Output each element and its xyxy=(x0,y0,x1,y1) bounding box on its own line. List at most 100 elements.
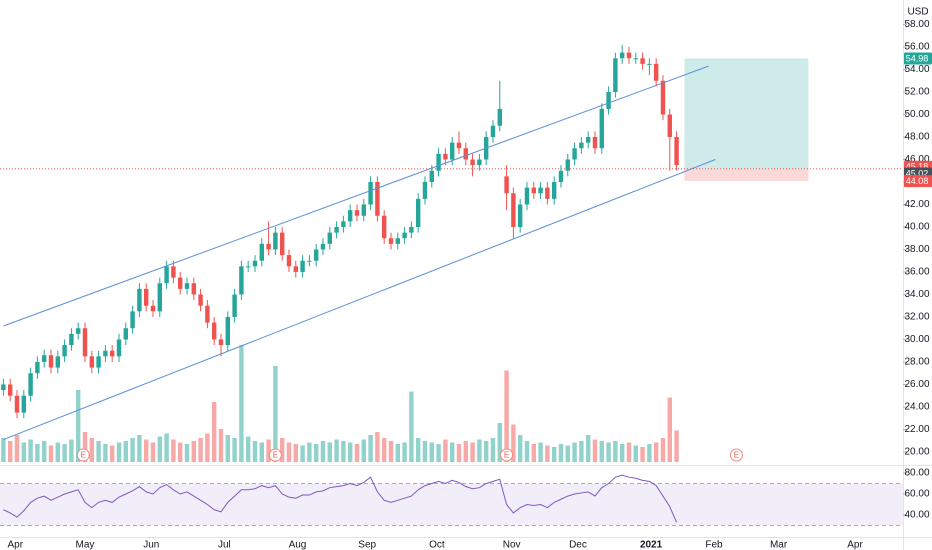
candle-body xyxy=(157,283,163,312)
candle-body xyxy=(531,187,536,194)
candle-body xyxy=(647,63,652,65)
candle-body xyxy=(341,221,346,227)
candle-body xyxy=(1,384,6,391)
volume-bar xyxy=(245,436,251,462)
candle-body xyxy=(103,350,108,357)
x-tick-label: Apr xyxy=(847,540,863,550)
volume-bar xyxy=(1,438,6,462)
y-tick-label: 30.00 xyxy=(904,334,929,345)
y-tick-label: 24.00 xyxy=(904,402,929,413)
earnings-label: E xyxy=(734,451,739,460)
volume-bar xyxy=(477,439,482,462)
price-badge-label: 54.98 xyxy=(906,53,929,63)
candle-body xyxy=(116,339,122,357)
candle-body xyxy=(313,249,319,261)
candle-body xyxy=(660,80,666,115)
channel-line xyxy=(3,159,716,441)
candle-body xyxy=(592,137,598,149)
volume-bar xyxy=(606,442,611,462)
volume-bar xyxy=(381,438,387,462)
channel-line xyxy=(3,65,709,327)
stop-zone xyxy=(684,168,809,182)
candle-body xyxy=(273,232,278,250)
x-tick-label: Mar xyxy=(770,540,788,550)
candle-body xyxy=(585,137,591,143)
earnings-marker xyxy=(76,448,90,462)
candle-body xyxy=(572,148,577,160)
candle-body xyxy=(456,142,462,149)
volume-bar xyxy=(375,432,380,462)
volume-bar xyxy=(347,442,353,462)
candle-body xyxy=(35,361,40,374)
volume-bar xyxy=(286,442,292,462)
candle-body xyxy=(211,322,217,340)
candle-body xyxy=(504,176,509,194)
candle-body xyxy=(375,181,380,216)
candle-body xyxy=(429,170,434,182)
volume-bar xyxy=(123,441,129,462)
volume-bar xyxy=(150,442,156,462)
volume-bar xyxy=(96,441,101,462)
volume-bar xyxy=(443,439,448,462)
volume-bar xyxy=(109,445,115,462)
volume-bar xyxy=(69,439,74,462)
volume-bar xyxy=(218,429,224,462)
candle-body xyxy=(619,52,625,59)
x-tick-label: Apr xyxy=(8,540,24,550)
volume-bar xyxy=(558,444,564,462)
volume-bar xyxy=(633,445,638,462)
x-tick-label: Jul xyxy=(218,540,231,550)
price-badge xyxy=(904,52,932,65)
candle-body xyxy=(55,356,61,368)
y-tick-label: 36.00 xyxy=(904,267,929,278)
candle-body xyxy=(75,328,81,334)
candle-body xyxy=(266,243,271,250)
candle-body xyxy=(640,58,645,64)
x-tick-label: Aug xyxy=(289,540,307,550)
candle-body xyxy=(218,339,224,346)
volume-bar xyxy=(517,435,523,462)
candle-body xyxy=(21,395,27,413)
x-tick-label: Jun xyxy=(143,540,159,550)
rsi-tick-label: 80.00 xyxy=(904,468,929,479)
candle-body xyxy=(184,283,190,289)
volume-bar xyxy=(660,438,666,462)
candle-body xyxy=(96,356,101,368)
candle-body xyxy=(62,345,67,357)
x-tick-label: Nov xyxy=(503,540,521,550)
candle-body xyxy=(674,137,679,166)
rsi-tick-label: 40.00 xyxy=(904,510,929,521)
volume-bar xyxy=(415,438,421,462)
volume-bar xyxy=(511,424,516,462)
volume-bar xyxy=(232,438,237,462)
volume-bar xyxy=(184,444,190,462)
candle-body xyxy=(449,142,455,160)
x-tick-label: May xyxy=(76,540,95,550)
y-tick-label: 26.00 xyxy=(904,379,929,390)
candle-body xyxy=(381,215,387,239)
candle-body xyxy=(354,210,360,216)
volume-bar xyxy=(14,435,20,462)
volume-bar xyxy=(171,439,176,462)
rsi-band xyxy=(0,483,903,526)
candle-body xyxy=(123,328,129,340)
candle-body xyxy=(388,238,394,244)
volume-bar xyxy=(334,439,339,462)
candle-body xyxy=(402,232,407,239)
volume-bar xyxy=(239,345,244,462)
volume-bar xyxy=(409,391,414,462)
price-badge-label: 45.02 xyxy=(906,168,929,178)
candle-body xyxy=(14,395,20,413)
volume-bar xyxy=(647,444,652,462)
candle-body xyxy=(443,153,448,160)
volume-bar xyxy=(538,442,543,462)
volume-bar xyxy=(483,441,489,462)
volume-bar xyxy=(21,442,27,462)
rsi-tick-label: 60.00 xyxy=(904,489,929,500)
candle-body xyxy=(198,294,203,306)
volume-bar xyxy=(28,439,33,462)
candle-body xyxy=(497,108,502,126)
candle-body xyxy=(545,187,550,199)
price-badge xyxy=(904,175,932,188)
